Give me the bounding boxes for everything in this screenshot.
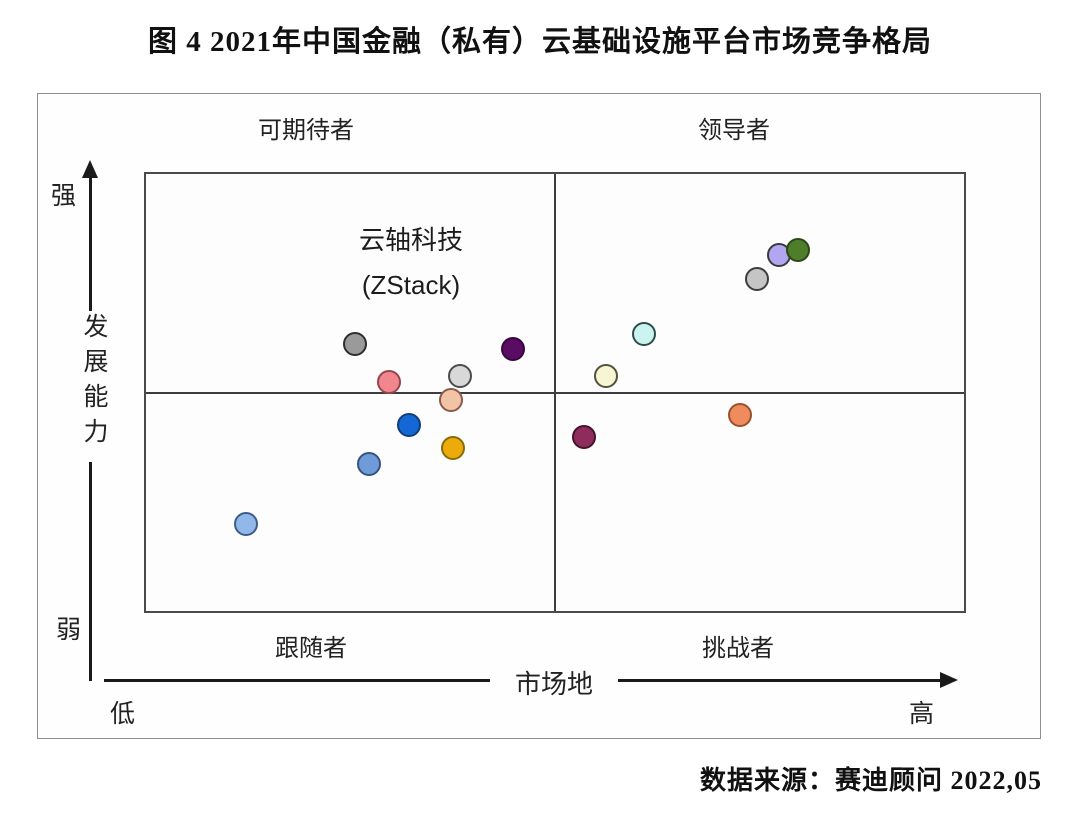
data-point-green bbox=[785, 238, 810, 263]
data-point-pale-cyan bbox=[632, 321, 657, 346]
data-source: 数据来源：赛迪顾问 2022,05 bbox=[699, 766, 1042, 795]
x-axis-arrowhead-icon bbox=[940, 672, 958, 688]
data-point-cream bbox=[593, 364, 618, 389]
quadrant-label-bottom-right: 挑战者 bbox=[702, 636, 774, 662]
zstack-annotation-line1: 云轴科技 bbox=[358, 225, 463, 255]
data-point-gold bbox=[440, 435, 465, 460]
data-point-zstack bbox=[501, 337, 526, 362]
x-axis-max-label: 高 bbox=[909, 701, 935, 728]
data-point-blue bbox=[397, 412, 422, 437]
data-point-pink bbox=[376, 370, 401, 395]
y-axis-max-label: 强 bbox=[51, 183, 77, 210]
quadrant-label-top-left: 可期待者 bbox=[258, 118, 354, 144]
data-point-peach bbox=[439, 387, 464, 412]
data-point-maroon bbox=[571, 424, 596, 449]
data-point-cornflower bbox=[357, 452, 382, 477]
x-axis-line-right bbox=[618, 679, 942, 682]
quadrant-label-top-right: 领导者 bbox=[698, 118, 770, 144]
x-axis-min-label: 低 bbox=[110, 701, 136, 728]
figure-title: 图 4 2021年中国金融（私有）云基础设施平台市场竞争格局 bbox=[147, 26, 932, 58]
y-axis-line-lower bbox=[89, 462, 92, 681]
data-point-gray-medium bbox=[342, 332, 367, 357]
data-point-silver bbox=[745, 266, 770, 291]
quadrant-label-bottom-left: 跟随者 bbox=[275, 636, 347, 662]
zstack-annotation-line2: (ZStack) bbox=[361, 270, 461, 300]
data-point-light-gray bbox=[448, 364, 473, 389]
chart-frame: 可期待者 领导者 跟随者 挑战者 发展能力 强 弱 市场地 低 高 云轴科技 (… bbox=[37, 93, 1041, 739]
x-axis-label: 市场地 bbox=[514, 670, 593, 699]
data-point-salmon bbox=[727, 402, 752, 427]
plot-area: 云轴科技 (ZStack) bbox=[144, 172, 966, 613]
y-axis-arrowhead-icon bbox=[82, 160, 98, 178]
zstack-annotation: 云轴科技 (ZStack) bbox=[291, 218, 531, 308]
x-axis-line-left bbox=[104, 679, 490, 682]
y-axis-line-upper bbox=[89, 178, 92, 311]
data-point-light-blue bbox=[233, 511, 258, 536]
y-axis-min-label: 弱 bbox=[56, 617, 82, 644]
horizontal-divider-line bbox=[146, 391, 964, 394]
y-axis-label: 发展能力 bbox=[80, 313, 107, 453]
